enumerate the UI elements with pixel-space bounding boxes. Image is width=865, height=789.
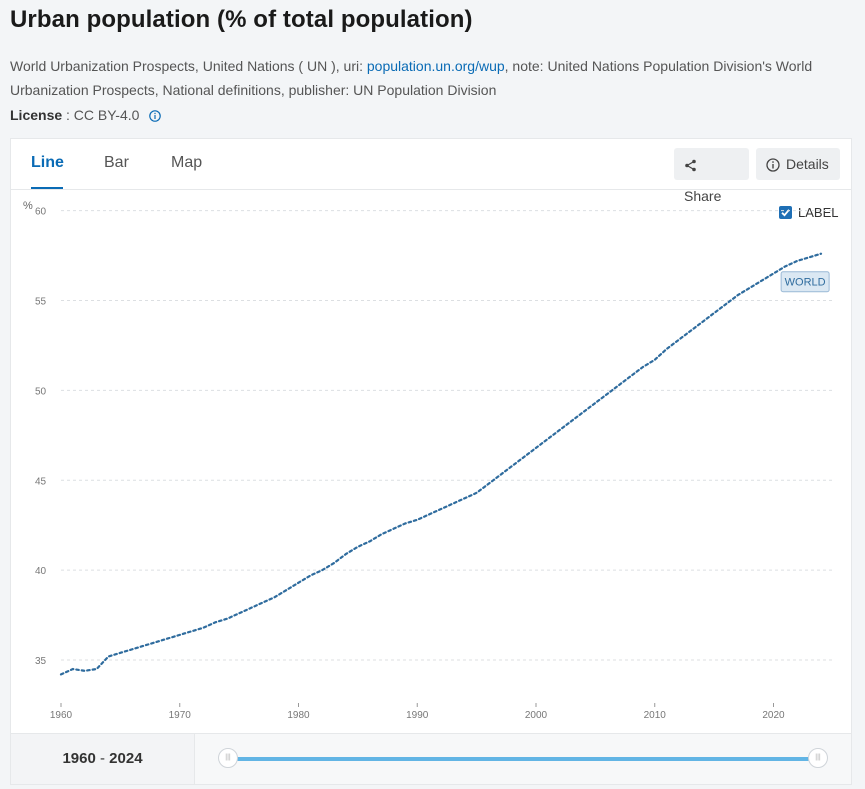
details-label: Details xyxy=(786,156,829,172)
tab-bar[interactable]: Bar xyxy=(104,154,129,171)
label-checkbox[interactable] xyxy=(779,206,792,219)
y-tick-label: 50 xyxy=(35,386,47,397)
label-toggle[interactable]: LABEL xyxy=(779,206,838,220)
x-tick-label: 2010 xyxy=(644,710,667,721)
y-tick-label: 45 xyxy=(35,476,47,487)
license-label: License xyxy=(10,107,63,123)
share-button[interactable]: Share xyxy=(674,148,749,204)
info-icon[interactable] xyxy=(149,107,162,127)
source-suffix: , note: United Nations Population Divisi… xyxy=(10,58,813,98)
license-value: : CC BY-4.0 xyxy=(66,107,140,123)
y-tick-label: 55 xyxy=(35,296,47,307)
series-line-world xyxy=(59,252,823,676)
x-tick-label: 1970 xyxy=(169,710,192,721)
line-chart: % 35 40 45 50 55 60 1960 1970 1980 1990 2000 2010 202… xyxy=(23,200,833,721)
share-icon xyxy=(685,159,696,172)
tab-line[interactable]: Line xyxy=(31,139,64,189)
source-description: World Urbanization Prospects, United Nat… xyxy=(10,54,860,102)
range-slider-start-handle[interactable]: ||| xyxy=(218,748,238,768)
range-slider-track[interactable] xyxy=(231,757,817,761)
tab-map[interactable]: Map xyxy=(171,154,203,171)
x-tick-label: 1980 xyxy=(287,710,310,721)
y-axis-label: % xyxy=(23,200,33,212)
range-start: 1960 xyxy=(62,750,96,767)
page-title: Urban population (% of total population) xyxy=(10,6,473,33)
details-button[interactable]: Details xyxy=(756,148,840,180)
y-tick-label: 35 xyxy=(35,656,47,667)
label-toggle-text: LABEL xyxy=(798,205,839,220)
info-circle-icon xyxy=(766,158,780,172)
checkmark-icon xyxy=(781,209,790,217)
y-tick-label: 40 xyxy=(35,566,47,577)
x-tick-label: 1990 xyxy=(406,710,429,721)
chart-tabs: Line Bar Map Share Details xyxy=(11,139,851,204)
year-range-label: 1960 - 2024 xyxy=(11,734,195,784)
range-end: 2024 xyxy=(109,750,143,767)
range-slider-end-handle[interactable]: ||| xyxy=(808,748,828,768)
license: License : CC BY-4.0 xyxy=(10,105,162,127)
range-selector: 1960 - 2024 ||| ||| xyxy=(11,733,851,784)
x-tick-label: 1960 xyxy=(50,710,73,721)
range-separator: - xyxy=(95,750,110,767)
y-tick-label: 60 xyxy=(35,207,47,218)
series-label: WORLD xyxy=(785,277,826,289)
chart-card: Line Bar Map Share Details LABEL % 35 40 45… xyxy=(10,138,852,785)
x-tick-label: 2000 xyxy=(525,710,548,721)
source-link[interactable]: population.un.org/wup xyxy=(366,58,505,74)
source-prefix: World Urbanization Prospects, United Nat… xyxy=(10,58,367,74)
share-label: Share xyxy=(684,188,722,204)
series-label-box xyxy=(780,271,830,293)
x-tick-label: 2020 xyxy=(762,710,785,721)
